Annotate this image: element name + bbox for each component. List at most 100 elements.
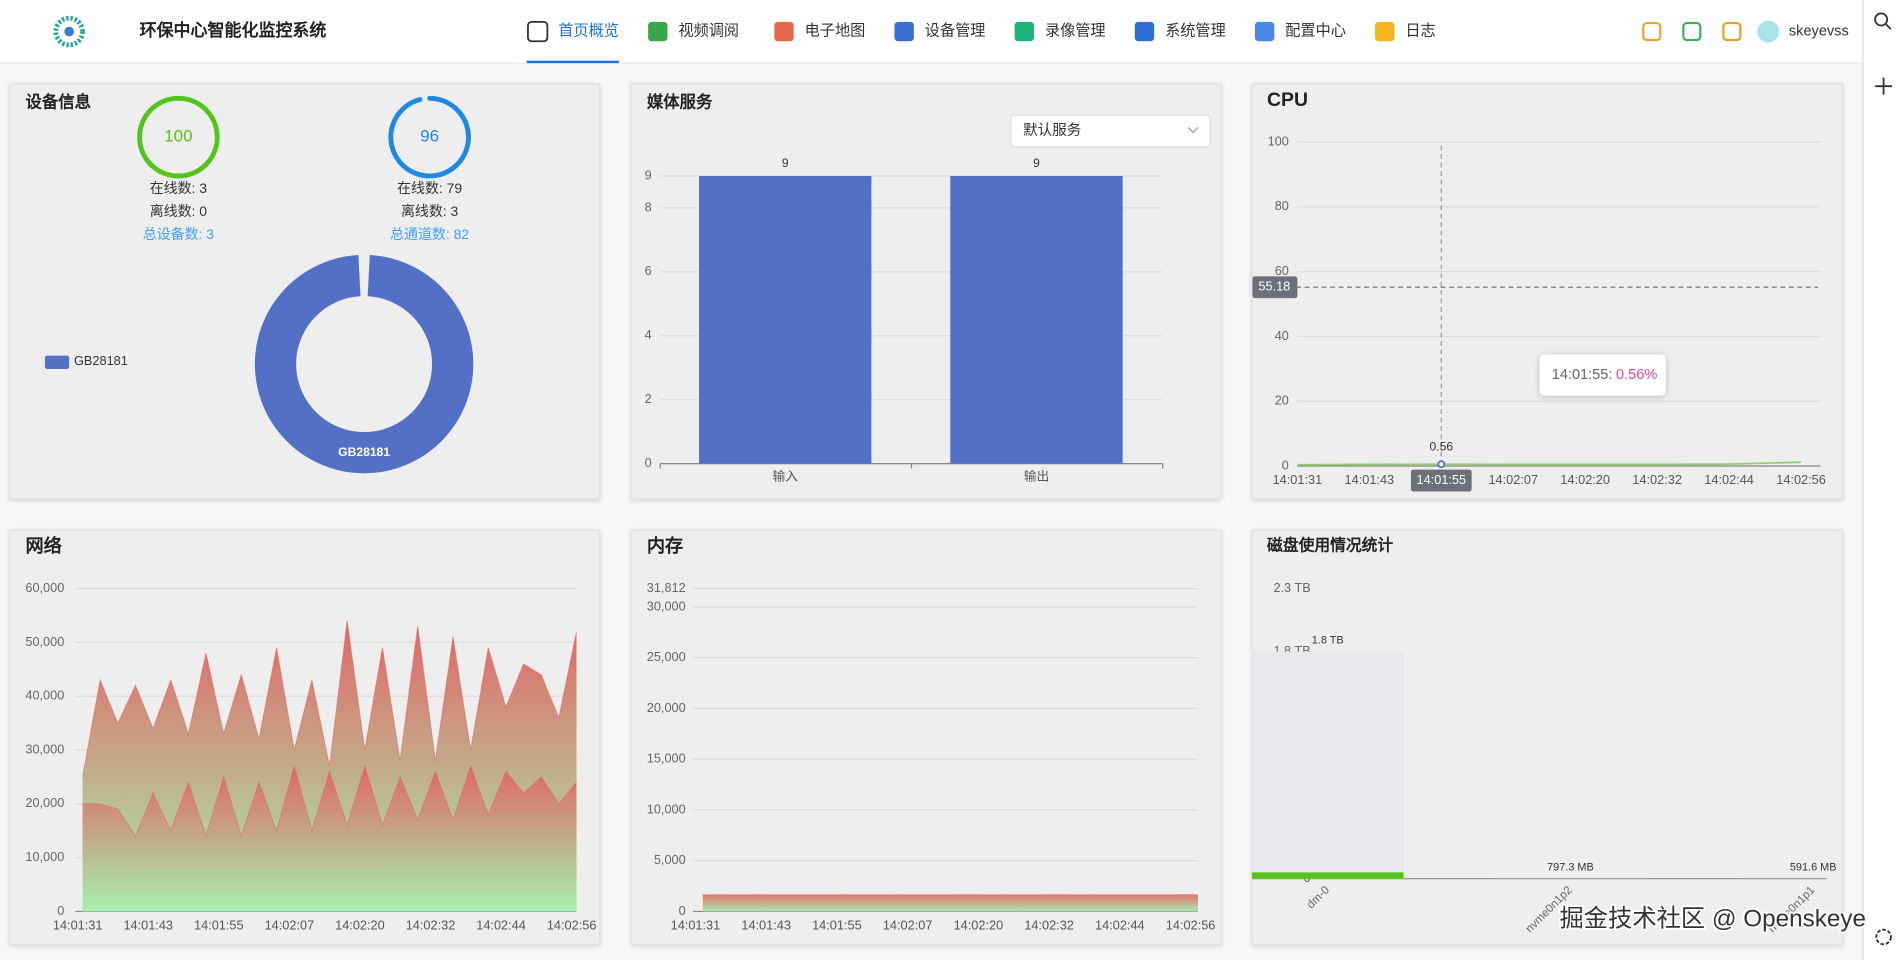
nav-active-underline <box>526 60 619 64</box>
panel-title: CPU <box>1267 89 1308 111</box>
highlight-point <box>1437 460 1446 469</box>
gauge-value: 96 <box>420 127 439 146</box>
panel-title: 网络 <box>25 535 62 556</box>
nav-item[interactable]: 电子地图 <box>805 23 866 40</box>
y-tick-label: 30,000 <box>647 598 686 613</box>
watermark: 掘金技术社区 @ Openskeye <box>1560 905 1866 932</box>
pointer-label-y: 55.18 <box>1258 279 1290 294</box>
y-tick-label: 40,000 <box>25 688 64 703</box>
pointer-label-x: 14:01:55 <box>1417 472 1467 487</box>
y-tick-label: 5,000 <box>654 852 686 867</box>
gauge-ring <box>137 95 220 179</box>
y-tick-label: 2 <box>645 391 652 406</box>
y-tick-label: 100 <box>1268 133 1289 148</box>
search-icon[interactable] <box>1874 12 1889 27</box>
x-tick-label: 14:02:07 <box>883 917 933 932</box>
x-tick-label: 输入 <box>772 468 798 483</box>
pointer-label-bg <box>1410 469 1472 492</box>
gauge-total: 总设备数: 3 <box>143 226 214 242</box>
y-tick-label: 8 <box>645 199 652 214</box>
y-tick-label: 25,000 <box>647 649 686 664</box>
x-tick-label: 输出 <box>1024 468 1049 483</box>
tooltip <box>1539 354 1666 396</box>
avatar <box>1757 20 1780 43</box>
nav-item[interactable]: 日志 <box>1405 23 1435 40</box>
nav-item[interactable]: 设备管理 <box>925 23 986 40</box>
gauge-total: 总通道数: 82 <box>390 226 469 242</box>
y-tick-label: 60,000 <box>25 580 64 595</box>
nav-item[interactable]: 系统管理 <box>1165 23 1226 40</box>
side-bar <box>1862 0 1903 960</box>
x-tick-label: 14:01:31 <box>1273 472 1323 487</box>
header-icon[interactable] <box>1722 21 1742 42</box>
add-icon[interactable] <box>1875 77 1893 95</box>
gauge-ring <box>388 95 471 179</box>
bar <box>1251 872 1404 879</box>
gauge-value: 100 <box>164 127 192 146</box>
y-tick-label: 10,000 <box>647 801 686 816</box>
gauge-stat: 离线数: 0 <box>150 203 208 219</box>
nav-item[interactable]: 配置中心 <box>1285 23 1346 40</box>
gauge-stat: 在线数: 3 <box>150 180 208 196</box>
nav-item[interactable]: 视频调阅 <box>678 23 739 40</box>
app-title: 环保中心智能化监控系统 <box>140 20 327 40</box>
x-tick-label: 14:01:55 <box>812 917 862 932</box>
x-tick-label: 14:01:43 <box>123 917 173 932</box>
x-tick-label: 14:02:44 <box>1704 472 1754 487</box>
bar <box>1251 651 1404 879</box>
user-name[interactable]: skeyevss <box>1789 23 1849 39</box>
panel <box>1251 83 1843 500</box>
search-handle <box>1885 23 1892 30</box>
value-label: 797.3 MB <box>1547 862 1594 874</box>
area-fill <box>702 894 1198 912</box>
legend-swatch <box>44 355 70 369</box>
y-tick-label: 50,000 <box>25 634 64 649</box>
x-tick-label: 14:01:55 <box>194 917 244 932</box>
x-tick-label: 14:02:20 <box>954 917 1004 932</box>
x-tick-label: 14:02:32 <box>406 917 456 932</box>
x-tick-label: 14:01:31 <box>671 917 721 932</box>
x-tick-label: 14:02:20 <box>1560 472 1610 487</box>
x-tick-label: 14:02:56 <box>1166 917 1216 932</box>
y-tick-label: 80 <box>1275 198 1289 213</box>
x-tick-label: 14:02:07 <box>265 917 315 932</box>
tooltip-label: 14:01:55: <box>1552 367 1613 383</box>
nav-icon <box>527 20 549 43</box>
y-tick-label: 6 <box>645 263 652 278</box>
header-icon[interactable] <box>1682 21 1702 42</box>
tooltip-text: 14:01:55: 0.56% <box>1552 367 1658 383</box>
nav-icon <box>1375 21 1395 42</box>
x-tick-label: 14:02:20 <box>335 917 385 932</box>
logo <box>53 15 85 48</box>
pie-slice <box>254 255 474 474</box>
x-tick-label: 14:01:43 <box>741 917 791 932</box>
y-tick-label: 0 <box>57 903 64 918</box>
select-value: 默认服务 <box>1023 122 1081 139</box>
nav-item[interactable]: 录像管理 <box>1045 23 1106 40</box>
select-box[interactable] <box>1010 114 1211 148</box>
x-tick-label: 14:01:43 <box>1345 472 1395 487</box>
y-tick-label: 31,812 <box>647 580 686 595</box>
data-line <box>82 620 577 778</box>
tooltip-value: 0.56% <box>1616 367 1657 383</box>
x-tick-label: 14:02:56 <box>1776 472 1826 487</box>
bar <box>699 175 872 464</box>
legend-label: GB28181 <box>74 353 128 368</box>
y-tick-label: 20,000 <box>647 700 686 715</box>
nav-icon <box>1254 21 1275 42</box>
bar <box>950 175 1123 464</box>
nav-item[interactable]: 首页概览 <box>558 23 619 40</box>
y-tick-label: 30,000 <box>25 741 64 756</box>
settings-icon[interactable] <box>1875 928 1892 946</box>
x-tick-label: 14:02:56 <box>547 917 597 932</box>
panel-title: 内存 <box>647 535 683 556</box>
header-icon[interactable] <box>1642 21 1662 42</box>
y-tick-label: 40 <box>1275 328 1289 343</box>
y-tick-label: 0 <box>1282 457 1289 472</box>
data-line <box>1297 461 1802 466</box>
panel-title: 磁盘使用情况统计 <box>1267 535 1393 554</box>
select-arrow <box>1187 126 1199 134</box>
y-tick-label: 0 <box>645 455 652 470</box>
panel <box>630 529 1222 945</box>
y-tick-label: 60 <box>1275 263 1289 278</box>
